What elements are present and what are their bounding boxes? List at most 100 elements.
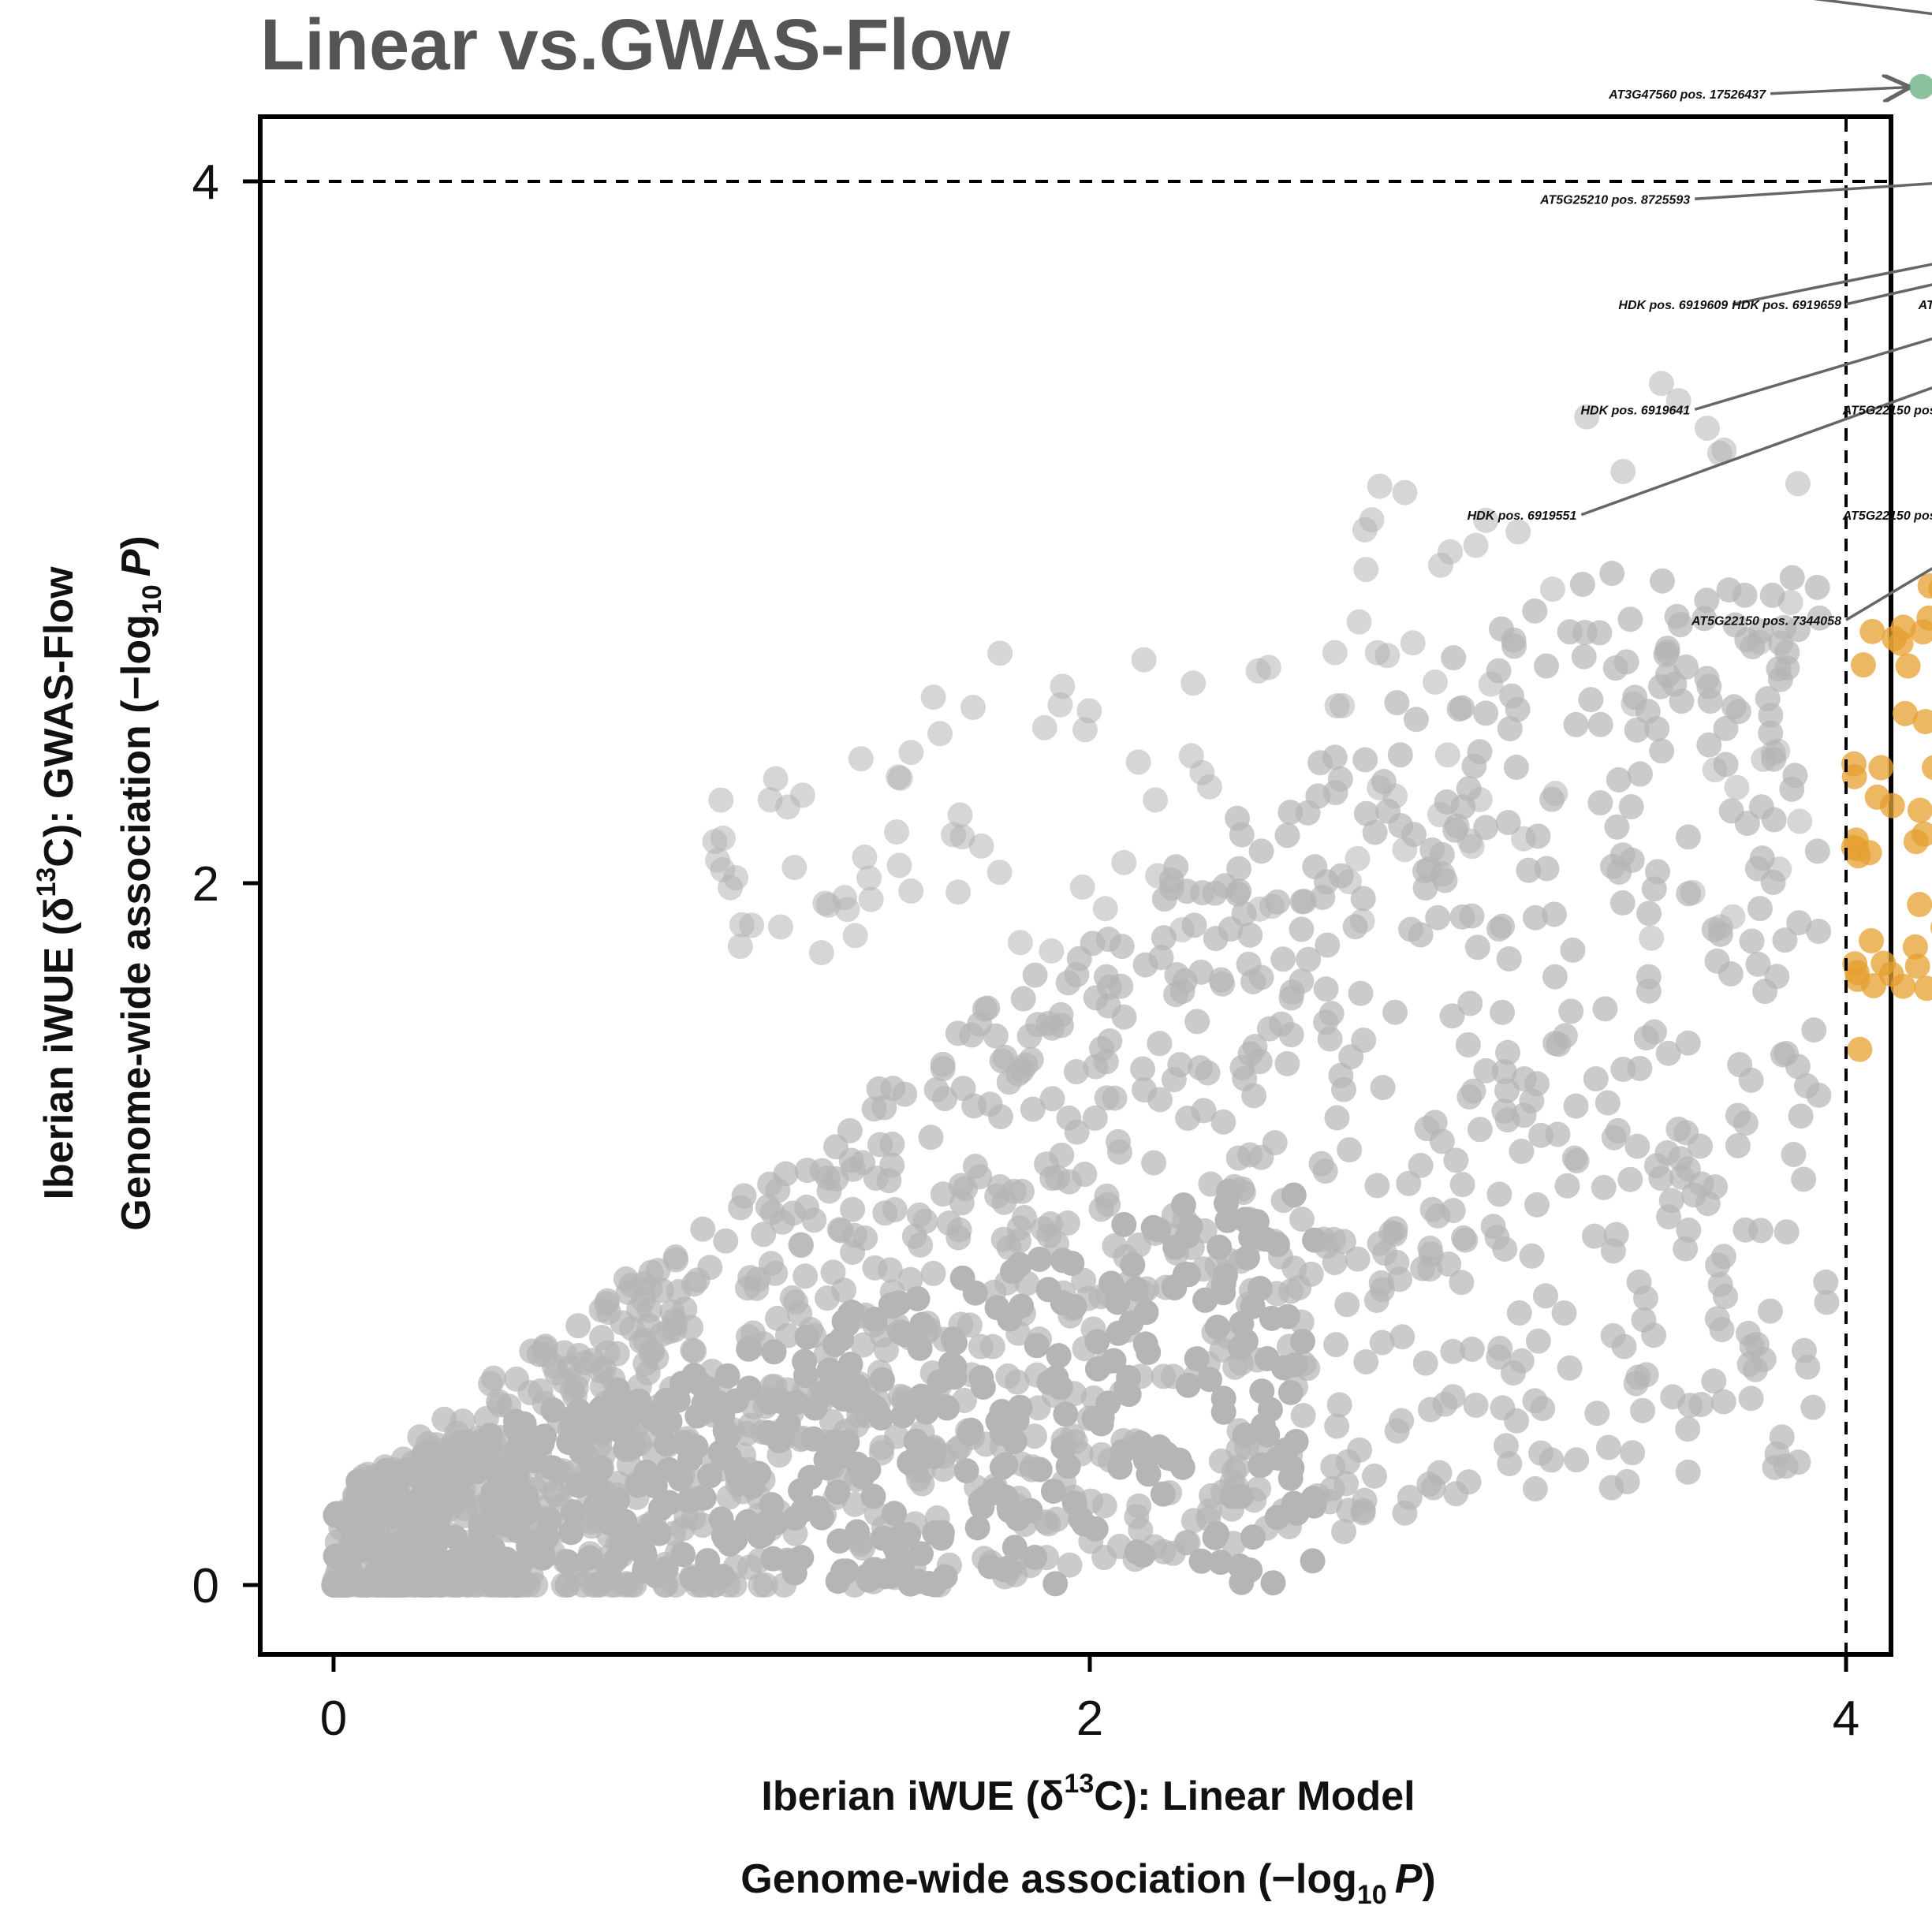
data-point xyxy=(1801,1017,1826,1042)
data-point xyxy=(1370,1277,1395,1303)
data-point xyxy=(834,1558,860,1583)
data-point xyxy=(1072,1162,1097,1187)
data-point xyxy=(1792,1338,1817,1363)
data-point xyxy=(1800,1395,1826,1420)
data-point xyxy=(762,1339,787,1364)
data-point xyxy=(1302,854,1327,879)
data-point xyxy=(1382,783,1408,808)
data-point xyxy=(1039,1166,1065,1191)
data-point xyxy=(941,1326,966,1352)
data-point xyxy=(360,1523,386,1548)
data-point xyxy=(1382,1000,1408,1025)
data-point xyxy=(1041,1479,1066,1504)
data-point xyxy=(1427,802,1453,827)
data-point xyxy=(1440,1003,1465,1028)
data-point xyxy=(1780,565,1805,591)
data-point xyxy=(1595,1091,1621,1116)
data-point xyxy=(1275,1304,1300,1330)
data-point xyxy=(1491,1098,1516,1124)
data-point xyxy=(1896,654,1921,679)
data-point xyxy=(1008,930,1033,955)
data-point xyxy=(604,1546,629,1572)
data-point xyxy=(945,879,971,904)
data-point xyxy=(1393,1501,1418,1526)
y-axis-label-line2: Genome-wide association (−log10P) xyxy=(114,535,167,1230)
data-point xyxy=(1487,1336,1512,1361)
data-point xyxy=(632,1351,658,1376)
data-point xyxy=(1617,1167,1643,1192)
data-point xyxy=(468,1523,494,1548)
data-point xyxy=(1337,869,1362,894)
x-axis-label-line2: Genome-wide association (−log10 P) xyxy=(740,1856,1435,1910)
data-point xyxy=(1634,1025,1659,1050)
data-point xyxy=(1805,575,1830,600)
data-point xyxy=(1286,1275,1311,1300)
data-point xyxy=(972,1485,998,1510)
data-point xyxy=(519,1541,544,1566)
data-point xyxy=(1048,1374,1073,1400)
data-point xyxy=(1509,1139,1534,1164)
data-point xyxy=(783,1389,808,1415)
data-point xyxy=(1211,1400,1236,1425)
data-point xyxy=(1747,629,1773,655)
data-point xyxy=(984,1184,1009,1209)
data-point xyxy=(1552,1300,1577,1326)
data-point xyxy=(681,1363,707,1388)
data-point xyxy=(1367,1231,1393,1256)
data-point xyxy=(1732,1218,1758,1243)
data-point xyxy=(1492,1236,1517,1262)
data-point xyxy=(736,1337,761,1362)
data-point xyxy=(1758,1299,1783,1324)
data-point xyxy=(1083,1106,1108,1131)
data-point xyxy=(1560,938,1585,963)
data-point xyxy=(1606,1118,1631,1143)
annotation-label: HDK pos. 6919659 xyxy=(1732,299,1841,312)
data-point xyxy=(1040,1086,1065,1111)
data-point xyxy=(690,1217,715,1242)
data-point xyxy=(812,1379,837,1404)
data-point xyxy=(670,1430,696,1456)
data-point xyxy=(1174,878,1199,904)
data-point xyxy=(1695,1191,1721,1216)
data-point xyxy=(1572,644,1597,669)
data-point xyxy=(1323,780,1348,805)
data-point xyxy=(1049,1143,1074,1168)
data-point xyxy=(1696,674,1721,699)
data-point xyxy=(1907,892,1932,917)
data-point xyxy=(927,721,953,746)
data-point xyxy=(1283,1352,1308,1378)
data-point xyxy=(1095,1192,1121,1218)
data-point xyxy=(1620,1440,1645,1465)
data-point xyxy=(723,865,748,890)
data-point xyxy=(1501,634,1527,659)
data-point xyxy=(934,1396,960,1421)
data-point xyxy=(938,1352,964,1377)
data-point xyxy=(874,1558,899,1583)
data-point xyxy=(1859,619,1885,644)
data-point xyxy=(870,1367,895,1393)
data-point xyxy=(1008,1395,1033,1420)
data-point xyxy=(1558,998,1583,1024)
data-point xyxy=(679,1566,704,1591)
annotation-label: AT5G22150 pos. 7344058 xyxy=(1691,614,1841,628)
data-point xyxy=(845,1519,870,1544)
data-point xyxy=(1859,928,1884,953)
data-point xyxy=(1257,1016,1282,1042)
data-point xyxy=(1708,1272,1733,1297)
data-point xyxy=(739,912,764,938)
data-point xyxy=(1533,1283,1558,1308)
data-point xyxy=(921,1444,946,1469)
data-point xyxy=(1582,1224,1607,1249)
data-point xyxy=(1089,1036,1114,1061)
data-point xyxy=(908,1541,934,1566)
data-point xyxy=(519,1338,544,1363)
data-point xyxy=(1300,1486,1326,1511)
data-point xyxy=(987,860,1013,885)
data-point xyxy=(1526,1329,1551,1354)
data-point xyxy=(1022,1545,1047,1570)
data-point xyxy=(1401,630,1426,655)
data-point xyxy=(930,1520,955,1545)
annotation-label: HDK pos. 6919551 xyxy=(1468,509,1577,523)
data-point xyxy=(1461,754,1486,779)
data-point xyxy=(954,1458,979,1483)
